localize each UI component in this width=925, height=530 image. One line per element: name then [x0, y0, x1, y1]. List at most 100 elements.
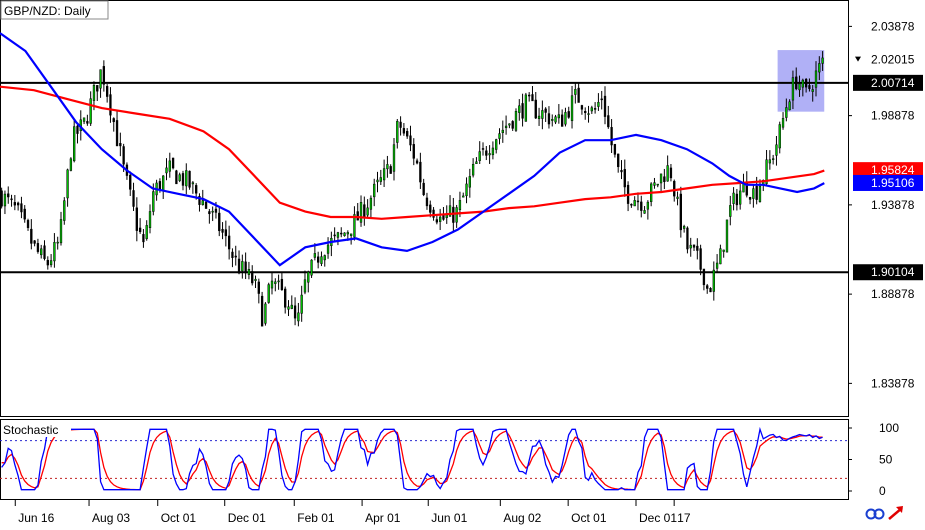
candle	[491, 141, 495, 160]
candle-body	[590, 107, 593, 112]
candle-body	[633, 200, 636, 207]
candle-body	[587, 113, 590, 115]
candle	[379, 169, 382, 186]
candle-body	[603, 95, 607, 117]
oscillator-title-box	[1, 420, 71, 437]
candle	[739, 184, 742, 210]
candle-body	[768, 159, 772, 164]
candle-body	[425, 197, 429, 207]
candle	[373, 178, 376, 207]
candle-body	[663, 176, 666, 182]
candle-body	[102, 66, 106, 85]
line-price-label: 2.00714	[871, 76, 915, 90]
candle-body	[109, 94, 112, 116]
candle	[422, 178, 425, 197]
candle	[811, 84, 814, 102]
candle-body	[178, 174, 181, 181]
candle	[640, 195, 643, 218]
candle-body	[63, 200, 66, 221]
candle-body	[231, 251, 234, 258]
candle-body	[748, 197, 752, 200]
candle-body	[257, 281, 260, 294]
candle	[748, 196, 752, 205]
candle	[814, 61, 818, 97]
value-label-bg	[853, 51, 923, 68]
candle-body	[481, 148, 485, 150]
candle-body	[518, 105, 521, 113]
candle	[771, 154, 775, 165]
candle-body	[406, 131, 409, 137]
candle	[656, 183, 659, 188]
candle	[481, 142, 485, 156]
candle-body	[198, 195, 201, 205]
candle-body	[795, 76, 798, 90]
candle	[725, 219, 729, 253]
candle	[320, 251, 323, 267]
candle-body	[59, 219, 63, 244]
candle	[574, 82, 577, 104]
candle-body	[801, 79, 804, 88]
candle	[102, 60, 106, 92]
candle	[821, 51, 824, 71]
candle	[396, 119, 399, 149]
candle-body	[92, 85, 96, 101]
candle-body	[396, 120, 399, 143]
candle	[336, 231, 340, 246]
candle-body	[175, 170, 178, 185]
oscillator-tick-label: 0	[879, 484, 886, 498]
candle	[775, 136, 778, 166]
candle	[56, 236, 59, 250]
candle	[696, 238, 699, 260]
candle-body	[551, 118, 554, 121]
candle-body	[317, 256, 320, 263]
candle-body	[491, 147, 495, 156]
candle	[86, 114, 89, 126]
candle	[3, 190, 7, 215]
candle	[663, 168, 666, 190]
candle-body	[56, 241, 59, 244]
candle	[475, 157, 478, 164]
candle-body	[715, 262, 719, 269]
candle-body	[171, 157, 175, 169]
link-icon[interactable]	[865, 508, 885, 520]
candle-body	[514, 111, 518, 131]
candle-body	[584, 110, 587, 114]
candle	[438, 208, 442, 231]
price-axis: 2.03878 1.98878 1.93878 1.88878 1.83878 2.007…	[848, 19, 923, 390]
candle-body	[356, 211, 359, 221]
candle-body	[471, 163, 475, 176]
candle-body	[696, 245, 699, 251]
candle	[241, 254, 244, 279]
candle	[722, 249, 725, 258]
candle-body	[752, 188, 755, 199]
candle-body	[96, 85, 99, 92]
candle	[142, 229, 145, 248]
candle	[366, 199, 369, 219]
candle-body	[3, 193, 7, 207]
price-panel-frame	[0, 0, 849, 417]
candle-body	[682, 226, 686, 229]
candle	[185, 163, 188, 195]
candle	[518, 99, 521, 121]
candle-body	[211, 210, 214, 213]
candle	[524, 92, 528, 122]
candle-body	[26, 220, 30, 228]
candle-body	[340, 232, 343, 235]
candle-body	[36, 243, 40, 252]
candle	[689, 237, 692, 257]
candle-body	[297, 312, 300, 322]
candle-body	[791, 77, 795, 101]
candle	[96, 85, 99, 101]
candle	[729, 195, 732, 226]
candle	[99, 69, 102, 98]
candle-body	[399, 121, 402, 128]
candle-body	[511, 121, 514, 129]
candle-body	[359, 202, 363, 223]
arrow-icon[interactable]	[888, 506, 903, 520]
highlight-box	[777, 50, 825, 112]
candle-body	[185, 170, 188, 187]
candle-body	[66, 169, 69, 199]
candle	[333, 227, 336, 242]
candle	[735, 188, 739, 211]
